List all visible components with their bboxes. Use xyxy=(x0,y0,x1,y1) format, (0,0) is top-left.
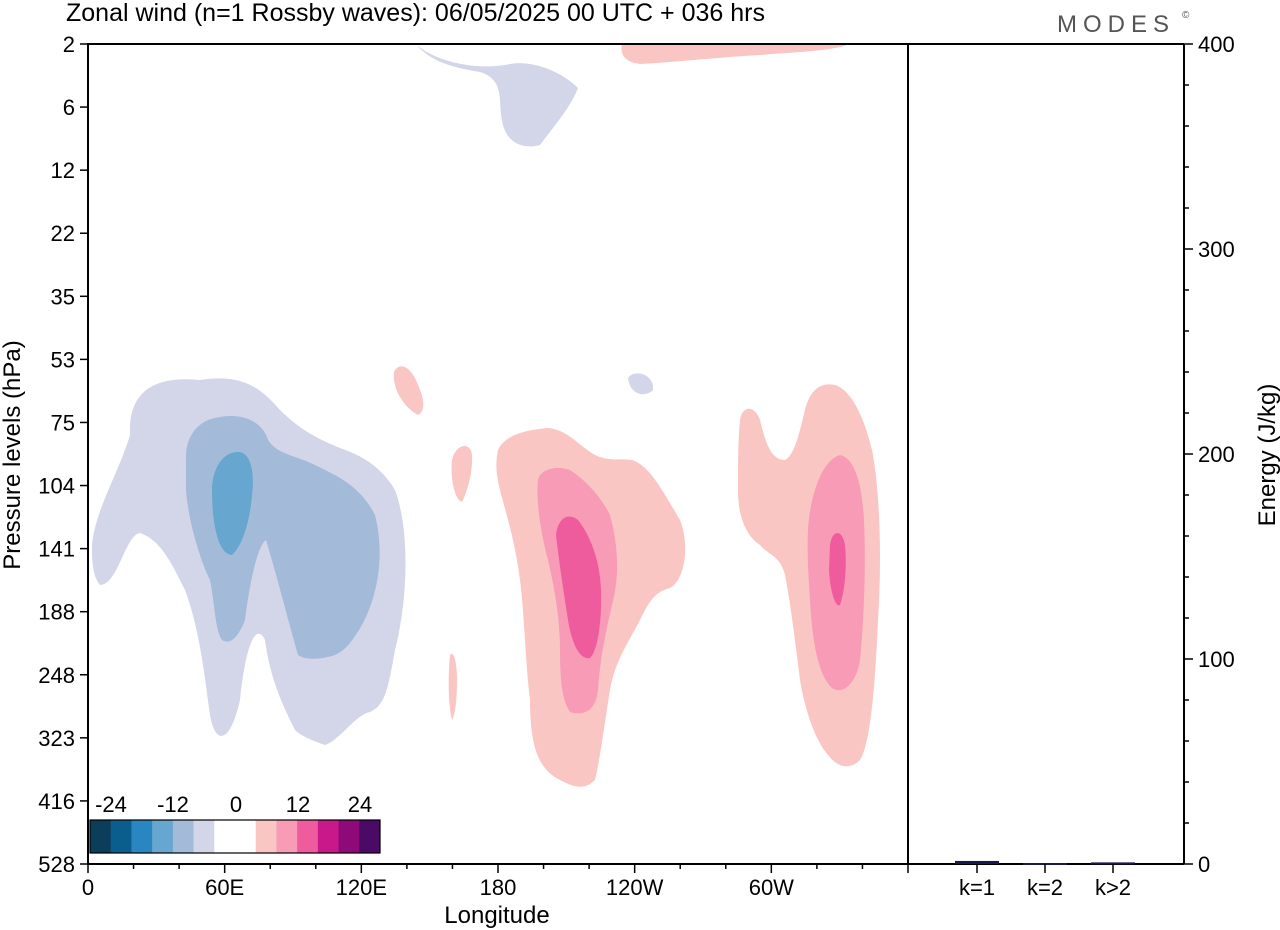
y-tick-label: 528 xyxy=(38,852,75,877)
contour-fill xyxy=(393,366,424,415)
colorbar-swatch xyxy=(90,820,112,853)
energy-axis-label: Energy (J/kg) xyxy=(1254,384,1280,527)
contour-fill xyxy=(829,532,846,606)
chart-title: Zonal wind (n=1 Rossby waves): 06/05/202… xyxy=(66,0,765,27)
energy-category-label: k=1 xyxy=(959,875,995,900)
y-tick-label: 53 xyxy=(51,347,75,372)
colorbar-swatch xyxy=(338,820,360,853)
energy-bars: k=1 k=2 k>2 xyxy=(955,860,1135,900)
y-tick-label: 188 xyxy=(38,600,75,625)
colorbar-swatch xyxy=(276,820,298,853)
x-axis-label: Longitude xyxy=(444,902,549,929)
contour-plot-area xyxy=(92,44,880,787)
x-tick-label: 60W xyxy=(749,875,794,900)
y-tick-label: 248 xyxy=(38,663,75,688)
energy-tick-label: 200 xyxy=(1198,442,1235,467)
y-tick-label: 416 xyxy=(38,789,75,814)
colorbar-swatch xyxy=(152,820,174,853)
colorbar-swatch xyxy=(317,820,340,853)
contour-fill xyxy=(628,373,654,395)
colorbar-swatch xyxy=(193,820,215,853)
contour-fill xyxy=(621,44,848,64)
y-tick-label: 104 xyxy=(38,474,75,499)
contour-fill xyxy=(448,653,457,720)
x-tick-label: 60E xyxy=(205,875,244,900)
colorbar-tick-label: -24 xyxy=(95,792,127,817)
x-tick-label: 0 xyxy=(82,875,94,900)
energy-axes: 0 100 200 300 400 xyxy=(908,32,1235,877)
colorbar-legend: -24 -12 0 12 24 xyxy=(89,792,381,854)
colorbar-swatch xyxy=(214,820,236,853)
x-tick-label: 120W xyxy=(606,875,664,900)
contour-fill xyxy=(556,516,602,659)
x-tick-label: 120E xyxy=(336,875,387,900)
contour-fill xyxy=(212,452,253,555)
energy-category-label: k=2 xyxy=(1027,875,1063,900)
x-tick-label: 180 xyxy=(480,875,517,900)
y-tick-label: 6 xyxy=(63,95,75,120)
energy-tick-label: 0 xyxy=(1198,852,1210,877)
left-axes: 0 60E 120E 180 120W 60W 2 6 12 22 35 53 75 104 141 188 2… xyxy=(38,32,909,900)
y-tick-label: 22 xyxy=(51,221,75,246)
y-axis-label: Pressure levels (hPa) xyxy=(0,340,26,569)
colorbar-tick-label: 0 xyxy=(230,792,242,817)
y-tick-label: 141 xyxy=(38,537,75,562)
energy-tick-label: 100 xyxy=(1198,647,1235,672)
colorbar-tick-label: -12 xyxy=(157,792,189,817)
y-tick-label: 12 xyxy=(51,158,75,183)
logo-mark: © xyxy=(1182,10,1190,21)
colorbar-swatch xyxy=(255,820,277,853)
y-tick-label: 35 xyxy=(51,284,75,309)
contour-fill xyxy=(416,44,578,147)
energy-tick-label: 300 xyxy=(1198,237,1235,262)
colorbar-swatch xyxy=(110,820,132,853)
colorbar-swatch xyxy=(131,820,153,853)
colorbar-swatch xyxy=(359,820,381,853)
colorbar-swatch xyxy=(172,820,195,853)
colorbar-frame xyxy=(89,819,381,854)
energy-tick-label: 400 xyxy=(1198,32,1235,57)
colorbar-swatch xyxy=(235,820,257,853)
colorbar-tick-label: 12 xyxy=(286,792,310,817)
y-tick-label: 2 xyxy=(63,32,75,57)
y-tick-label: 323 xyxy=(38,726,75,751)
contour-fill xyxy=(451,445,473,502)
energy-bar xyxy=(1091,862,1135,865)
modes-logo: MODES xyxy=(1057,11,1175,38)
colorbar-swatch xyxy=(297,820,319,853)
energy-bar xyxy=(955,860,999,864)
energy-category-label: k>2 xyxy=(1095,875,1131,900)
y-tick-label: 75 xyxy=(51,410,75,435)
colorbar-tick-label: 24 xyxy=(348,792,372,817)
